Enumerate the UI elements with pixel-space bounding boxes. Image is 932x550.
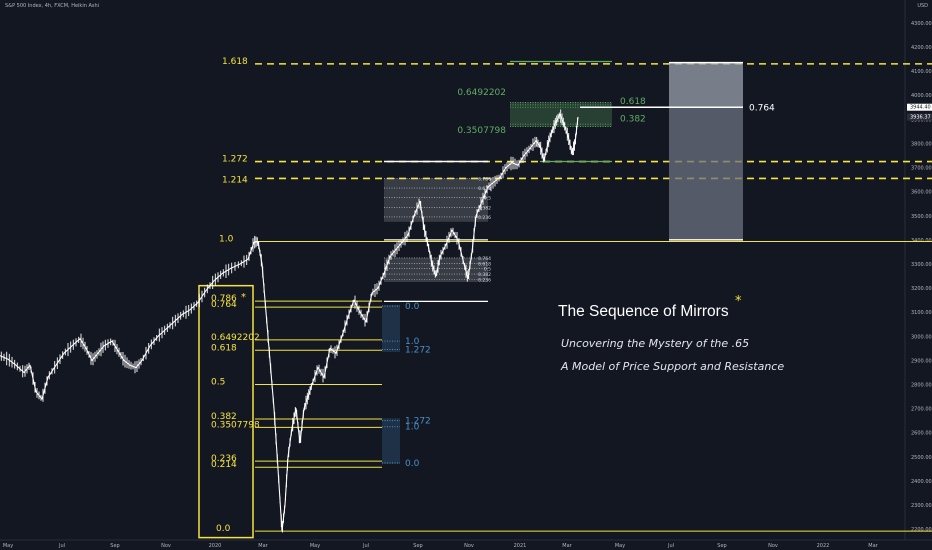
- green-fib-label: 0.6492202: [457, 88, 506, 98]
- blue-fib-label: 0.0: [405, 302, 420, 312]
- annotation-star: *: [735, 294, 742, 309]
- x-tick-label: Mar: [868, 543, 878, 549]
- fib-level-label: 0.236: [211, 454, 237, 464]
- y-tick-label: 2600.00: [911, 431, 932, 437]
- x-tick-label: Nov: [161, 543, 171, 549]
- fib-level-label: 0.0: [216, 524, 231, 534]
- price-tag-label: 3936.37: [910, 115, 931, 121]
- blue-fib-zone-lower: [382, 418, 400, 465]
- green-fib-label: 0.618: [620, 97, 646, 107]
- y-tick-label: 4200.00: [911, 45, 932, 51]
- price-series-line: [0, 113, 579, 532]
- price-tag-bg: [907, 113, 932, 121]
- mirror-fib-upper-label: 0.786: [478, 176, 491, 182]
- y-tick-label: 2700.00: [911, 407, 932, 413]
- blue-fib-label: 1.272: [405, 417, 431, 427]
- green-fib-label: 0.382: [620, 115, 646, 125]
- fib-level-label: 0.382: [211, 412, 237, 422]
- y-tick-label: 3500.00: [911, 214, 932, 220]
- fib-level-label: 0.786: [211, 294, 237, 304]
- x-tick-label: Nov: [464, 543, 474, 549]
- fib-level-label: 1.214: [222, 175, 248, 185]
- projection-box-upper: [669, 62, 743, 108]
- x-tick-label: May: [310, 543, 320, 549]
- x-tick-label: Mar: [562, 543, 572, 549]
- fib-label-box: [198, 284, 254, 539]
- y-tick-label: 3000.00: [911, 334, 932, 340]
- y-tick-label: 3600.00: [911, 190, 932, 196]
- mirror-fib-upper-label: 0.236: [478, 215, 491, 221]
- y-tick-label: 2500.00: [911, 455, 932, 461]
- fib-level-label: 1.618: [222, 57, 248, 67]
- x-tick-label: Jul: [58, 543, 65, 549]
- mirror-fib-upper-label: 0.382: [478, 205, 491, 211]
- annotation-title: The Sequence of Mirrors: [558, 303, 729, 320]
- y-tick-label: 2300.00: [911, 503, 932, 509]
- blue-fib-label: 1.0: [405, 423, 420, 433]
- x-tick-label: Mar: [258, 543, 268, 549]
- y-tick-label: 3400.00: [911, 238, 932, 244]
- fib-level-label: 0.764: [211, 300, 237, 310]
- price-tag-label: 3944.40: [910, 105, 931, 111]
- mirror-fib-lower-label: 0.236: [478, 277, 491, 283]
- y-tick-label: 2400.00: [911, 479, 932, 485]
- blue-fib-label: 0.0: [405, 459, 420, 469]
- fib-level-label: 0.6492202: [211, 333, 260, 343]
- fib-level-label: 0.3507798: [211, 420, 260, 430]
- fib-level-label: 0.214: [211, 460, 237, 470]
- x-tick-label: Sep: [110, 543, 119, 549]
- projection-label: 0.764: [749, 103, 775, 113]
- mirror-fib-lower-label: 0.382: [478, 272, 491, 278]
- mirror-fib-lower-label: 0.764: [478, 256, 491, 262]
- y-tick-label: 4100.00: [911, 69, 932, 75]
- x-tick-label: Jul: [362, 543, 369, 549]
- currency-label: USD: [917, 3, 928, 9]
- symbol-header: S&P 500 Index, 4h, FXCM, Heikin Ashi: [5, 3, 100, 9]
- mirror-fib-lower-label: 0.618: [478, 261, 491, 267]
- x-tick-label: 2020: [209, 543, 222, 549]
- y-tick-label: 4000.00: [911, 93, 932, 99]
- blue-fib-label: 1.0: [405, 337, 420, 347]
- y-tick-label: 2800.00: [911, 383, 932, 389]
- x-tick-label: Nov: [768, 543, 778, 549]
- y-tick-label: 3100.00: [911, 310, 932, 316]
- annotation-subtitle-1: Uncovering the Mystery of the .65: [561, 337, 750, 350]
- green-fib-label: 0.3507798: [457, 126, 506, 136]
- y-tick-label: 3300.00: [911, 262, 932, 268]
- x-tick-label: Sep: [717, 543, 726, 549]
- price-tag-bg: [907, 103, 932, 111]
- blue-fib-label: 1.272: [405, 346, 431, 356]
- x-tick-label: 2022: [817, 543, 830, 549]
- mirror-fib-upper-label: 0.5: [484, 196, 491, 202]
- mirror-fib-lower-label: 0.5: [484, 267, 491, 273]
- mirror-fib-upper-zone: [384, 178, 488, 222]
- x-tick-label: 2021: [514, 543, 527, 549]
- y-tick-label: 4300.00: [911, 21, 932, 27]
- fib-box-star: *: [241, 292, 246, 303]
- y-tick-label: 3700.00: [911, 166, 932, 172]
- fib-level-label: 0.618: [211, 343, 237, 353]
- x-tick-label: Sep: [413, 543, 422, 549]
- x-tick-label: Jul: [667, 543, 674, 549]
- projection-box-lower: [669, 107, 743, 240]
- fib-level-label: 1.0: [219, 235, 234, 245]
- fib-level-label: 1.272: [222, 155, 248, 165]
- y-tick-label: 2200.00: [911, 527, 932, 533]
- x-tick-label: May: [3, 543, 13, 549]
- x-tick-label: May: [615, 543, 625, 549]
- mirror-fib-lower-zone: [384, 257, 488, 283]
- annotation-subtitle-2: A Model of Price Support and Resistance: [561, 360, 785, 373]
- y-tick-label: 2900.00: [911, 358, 932, 364]
- blue-fib-zone-upper: [382, 304, 400, 352]
- fib-level-label: 0.5: [211, 378, 225, 388]
- y-tick-label: 3200.00: [911, 286, 932, 292]
- y-tick-label: 3800.00: [911, 141, 932, 147]
